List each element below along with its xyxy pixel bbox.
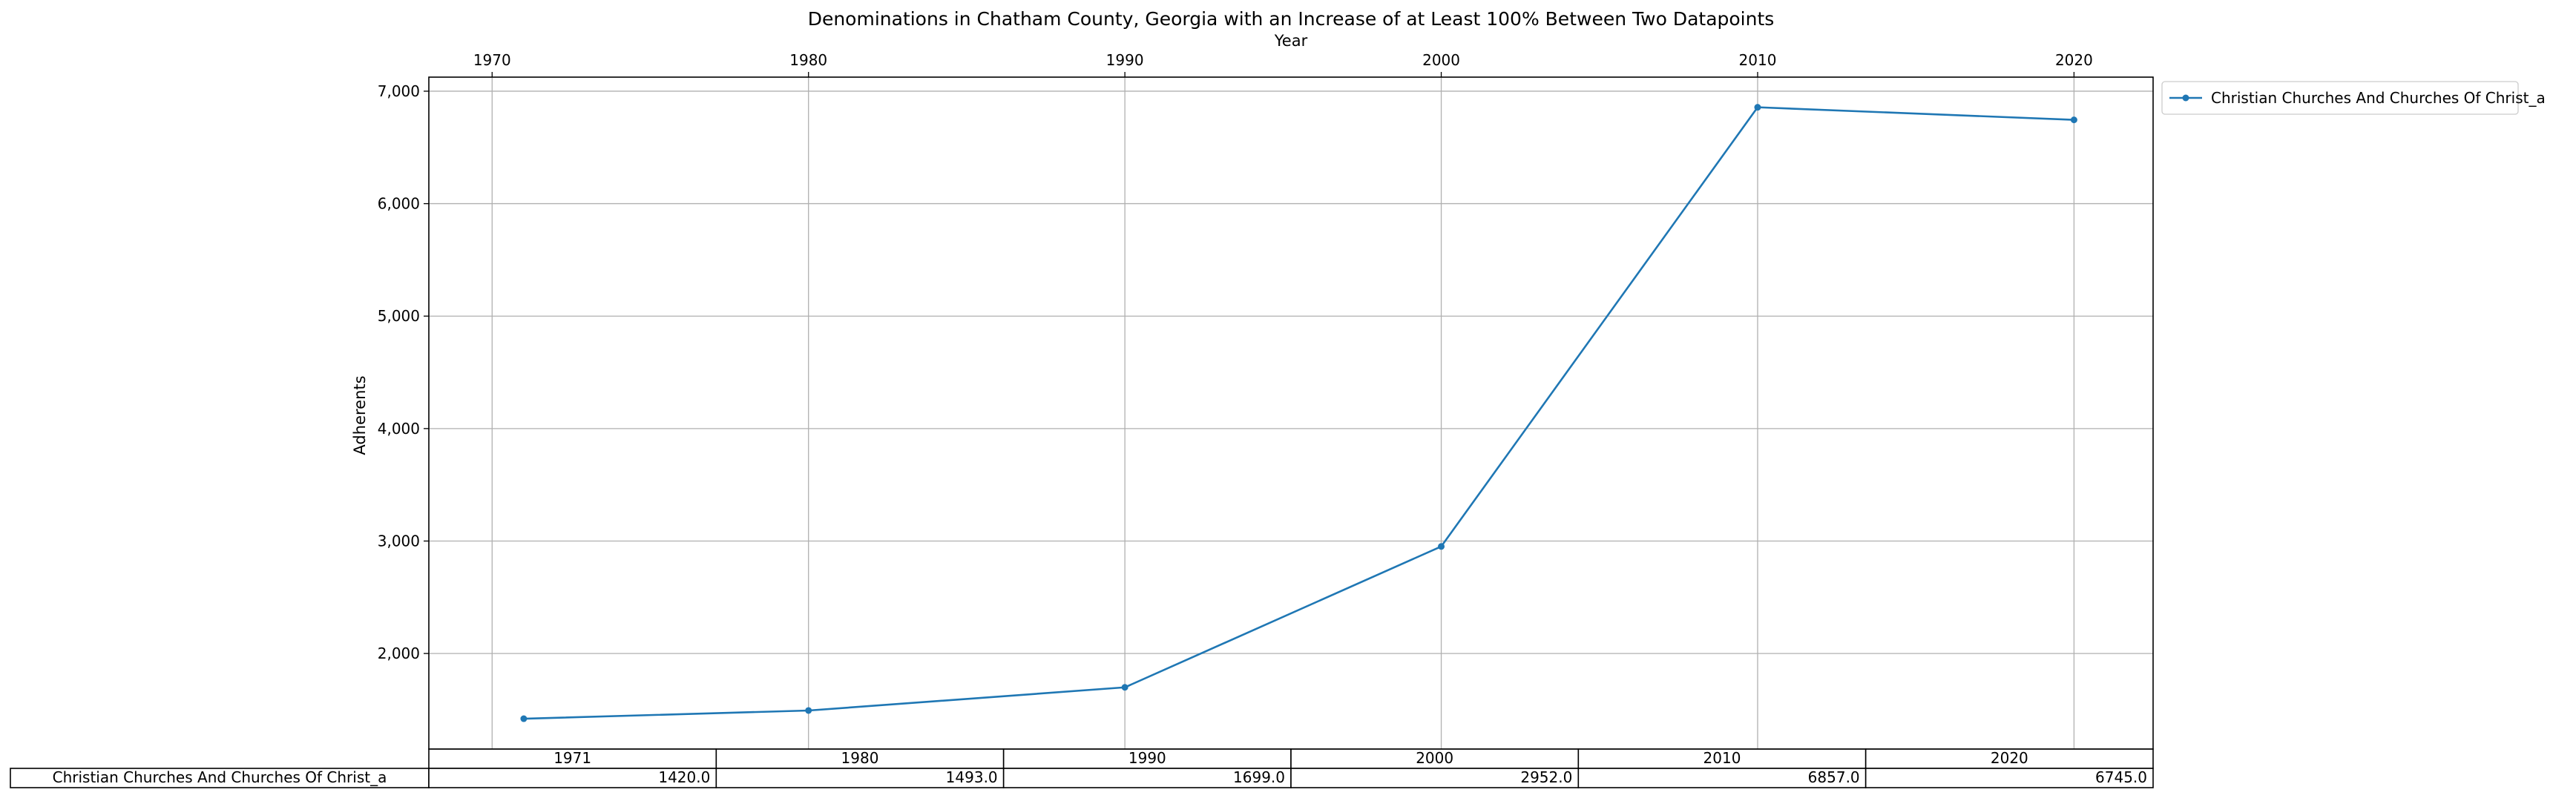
table-header-cell: [428, 748, 717, 769]
data-point: [1121, 684, 1128, 691]
tick-labels: 1970 1980 1990 2000 2010 2020 2,000 3,000 4,000 5…: [378, 51, 2093, 662]
table-header-cell: [1864, 748, 2154, 769]
table-cell: [715, 768, 1005, 788]
table-row-label: Christian Churches And Churches Of Chris…: [53, 768, 387, 786]
table-column-header: 2020: [1991, 749, 2028, 767]
table-column-header: 2010: [1703, 749, 1741, 767]
table-column-header: 1980: [841, 749, 879, 767]
y-tick-label: 2,000: [378, 645, 420, 662]
x-tick-label: 1990: [1106, 51, 1144, 69]
axes-frame: [428, 76, 2154, 750]
series-layer: [520, 104, 2077, 722]
table-cell-value: 1493.0: [946, 768, 998, 786]
y-tick-label: 7,000: [378, 82, 420, 100]
table-column-header: 1990: [1128, 749, 1166, 767]
data-point: [1754, 104, 1761, 111]
table-column-header: 1971: [553, 749, 591, 767]
y-tick-label: 3,000: [378, 532, 420, 550]
table-cell: [1002, 768, 1292, 788]
data-point: [805, 707, 812, 714]
legend-marker: [2182, 94, 2189, 102]
legend: Christian Churches And Churches Of Chris…: [2161, 81, 2546, 115]
x-tick-label: 2020: [2055, 51, 2093, 69]
data-point: [1438, 543, 1445, 550]
x-tick-label: 1980: [789, 51, 827, 69]
grid-lines: [429, 77, 2153, 749]
y-axis-label: Adherents: [351, 375, 369, 455]
plot-frame: [428, 76, 2154, 750]
table-cell: [1864, 768, 2154, 788]
table-cell-value: 1420.0: [658, 768, 710, 786]
legend-box: [2161, 81, 2519, 115]
y-tick-label: 5,000: [378, 307, 420, 325]
x-tick-label: 2000: [1422, 51, 1460, 69]
table-cell: [1290, 768, 1580, 788]
y-tick-label: 6,000: [378, 195, 420, 213]
table-cell-value: 6745.0: [2095, 768, 2147, 786]
x-axis-label: Year: [1274, 32, 1308, 50]
table-cell-value: 1699.0: [1233, 768, 1285, 786]
data-table: 1971 1980 1990 2000 2010 2020 Christian Church…: [10, 748, 2154, 788]
legend-label: Christian Churches And Churches Of Chris…: [2211, 89, 2546, 107]
series-line: [523, 106, 2074, 720]
table-cell-value: 2952.0: [1520, 768, 1572, 786]
data-point: [2070, 116, 2077, 124]
y-tick-label: 4,000: [378, 420, 420, 438]
x-tick-label: 2010: [1739, 51, 1777, 69]
table-column-header: 2000: [1416, 749, 1453, 767]
table-cell-value: 6857.0: [1808, 768, 1860, 786]
x-tick-label: 1970: [473, 51, 511, 69]
chart-title: Denominations in Chatham County, Georgia…: [808, 8, 1775, 30]
table-cell: [428, 768, 717, 788]
data-point: [520, 715, 528, 722]
